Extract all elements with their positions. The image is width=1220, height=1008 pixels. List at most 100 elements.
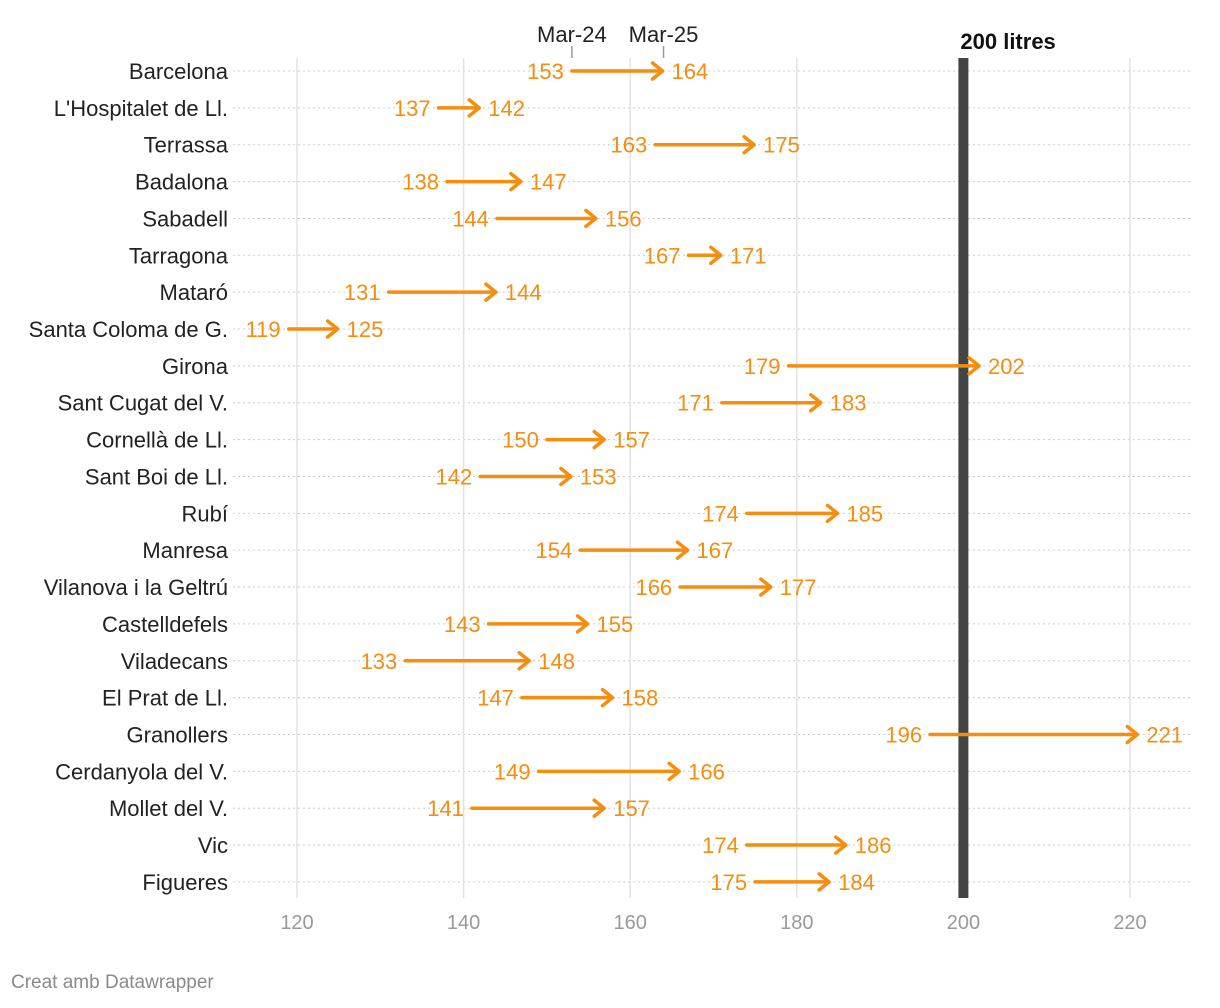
- end-value-label: 175: [763, 133, 800, 158]
- row-label: Viladecans: [121, 649, 228, 674]
- start-value-label: 137: [394, 96, 431, 121]
- end-value-label: 158: [622, 686, 659, 711]
- end-value-label: 186: [855, 833, 892, 858]
- end-value-label: 147: [530, 170, 567, 195]
- end-value-label: 202: [988, 354, 1025, 379]
- arrow-head: [600, 687, 615, 708]
- arrow-head: [709, 245, 723, 266]
- row-label: Sant Cugat del V.: [58, 391, 228, 416]
- row-label: Terrassa: [144, 133, 229, 158]
- start-value-label: 153: [527, 59, 564, 84]
- arrow-head: [584, 208, 598, 229]
- start-value-label: 174: [702, 501, 739, 526]
- end-value-label: 184: [838, 870, 875, 895]
- end-value-label: 166: [688, 759, 725, 784]
- row-label: Vic: [198, 833, 228, 858]
- row-label: Barcelona: [129, 59, 229, 84]
- reference-line-label: 200 litres: [960, 29, 1055, 54]
- arrow-head: [509, 171, 523, 192]
- legend-start-label: Mar-24: [537, 22, 607, 47]
- end-value-label: 157: [613, 796, 650, 821]
- start-value-label: 144: [452, 206, 489, 231]
- end-value-label: 157: [613, 428, 650, 453]
- start-value-label: 119: [246, 317, 281, 342]
- start-value-label: 167: [644, 243, 681, 268]
- arrow-head: [759, 577, 773, 597]
- arrow-head: [817, 872, 831, 892]
- row-label: El Prat de Ll.: [102, 686, 228, 711]
- end-value-label: 164: [672, 59, 709, 84]
- start-value-label: 171: [677, 391, 714, 416]
- arrow-head: [559, 466, 573, 487]
- start-value-label: 196: [885, 722, 922, 747]
- start-value-label: 138: [402, 170, 439, 195]
- row-label: Sant Boi de Ll.: [85, 464, 228, 489]
- start-value-label: 175: [710, 870, 747, 895]
- start-value-label: 166: [635, 575, 672, 600]
- row-label: Mollet del V.: [109, 796, 228, 821]
- end-value-label: 148: [538, 649, 575, 674]
- row-label: Tarragona: [129, 243, 229, 268]
- arrow-head: [592, 798, 606, 818]
- row-label: Figueres: [142, 870, 228, 895]
- start-value-label: 154: [536, 538, 573, 563]
- end-value-label: 155: [597, 612, 634, 637]
- start-value-label: 149: [494, 759, 531, 784]
- end-value-label: 144: [505, 280, 542, 305]
- end-value-label: 183: [830, 391, 867, 416]
- end-value-label: 221: [1146, 722, 1183, 747]
- arrow-head: [742, 134, 756, 155]
- arrow-head: [809, 392, 823, 413]
- arrow-head: [467, 98, 482, 118]
- row-label: Vilanova i la Geltrú: [44, 575, 228, 600]
- start-value-label: 141: [427, 796, 464, 821]
- arrow-chart: 120 140 160 180 200 220 200 litres Mar-24 Mar-25…: [29, 22, 1190, 934]
- x-tick-label: 120: [280, 912, 313, 934]
- x-tick-label: 160: [614, 912, 647, 934]
- start-value-label: 143: [444, 612, 481, 637]
- start-value-label: 150: [502, 428, 539, 453]
- row-label: Sabadell: [142, 206, 228, 231]
- row-label: L'Hospitalet de Ll.: [54, 96, 228, 121]
- start-value-label: 179: [744, 354, 781, 379]
- start-value-label: 163: [610, 133, 647, 158]
- row-label: Rubí: [182, 501, 228, 526]
- end-value-label: 142: [488, 96, 525, 121]
- start-value-label: 174: [702, 833, 739, 858]
- arrow-head: [575, 614, 590, 634]
- arrow-head: [650, 61, 665, 81]
- end-value-label: 171: [730, 243, 767, 268]
- arrow-head: [675, 540, 690, 560]
- end-value-label: 167: [697, 538, 734, 563]
- row-label: Santa Coloma de G.: [29, 317, 228, 342]
- legend-end-label: Mar-25: [629, 22, 699, 47]
- row-label: Girona: [162, 354, 229, 379]
- end-value-label: 185: [846, 501, 883, 526]
- arrow-head: [1125, 724, 1140, 745]
- start-value-label: 147: [477, 686, 514, 711]
- arrow-head: [825, 503, 840, 524]
- end-value-label: 125: [347, 317, 384, 342]
- row-label: Cornellà de Ll.: [86, 428, 228, 453]
- credit-footer[interactable]: Creat amb Datawrapper: [11, 972, 214, 993]
- arrow-head: [834, 835, 848, 855]
- x-tick-label: 220: [1113, 912, 1146, 934]
- arrow-head: [967, 356, 981, 376]
- end-value-label: 156: [605, 206, 642, 231]
- x-tick-label: 200: [947, 912, 980, 934]
- arrow-head: [667, 761, 681, 782]
- row-label: Granollers: [127, 722, 228, 747]
- x-tick-label: 140: [447, 912, 480, 934]
- arrow-head: [517, 651, 531, 671]
- end-value-label: 153: [580, 464, 617, 489]
- row-label: Badalona: [135, 170, 229, 195]
- arrow-head: [325, 319, 340, 339]
- arrow-head: [592, 429, 606, 450]
- arrow-head: [484, 282, 498, 302]
- row-label: Mataró: [160, 280, 228, 305]
- x-tick-label: 180: [780, 912, 813, 934]
- start-value-label: 133: [361, 649, 398, 674]
- start-value-label: 131: [344, 280, 381, 305]
- row-label: Manresa: [142, 538, 228, 563]
- row-label: Cerdanyola del V.: [55, 759, 228, 784]
